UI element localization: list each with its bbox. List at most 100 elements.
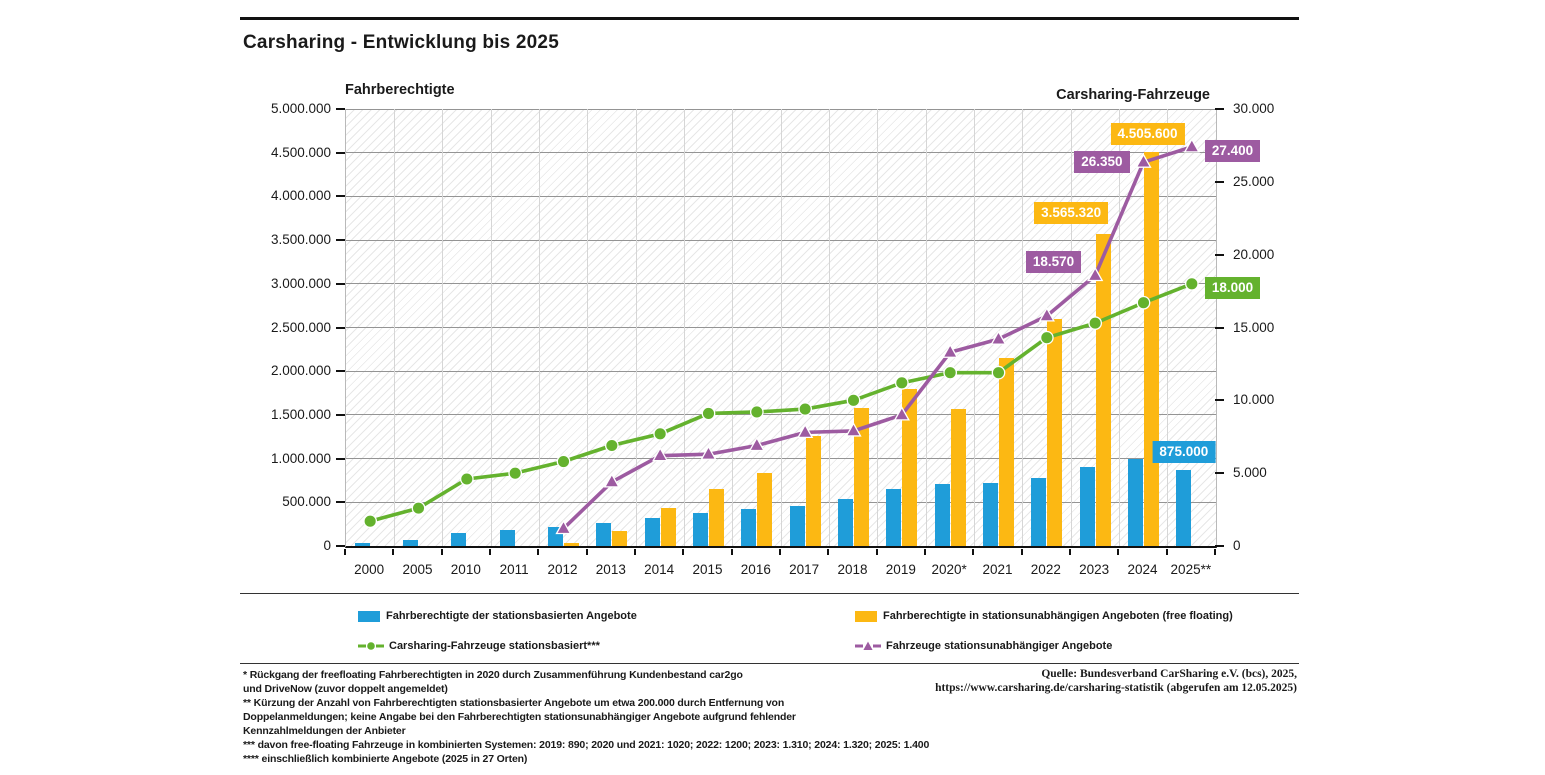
left-axis-tick <box>336 413 345 416</box>
x-axis-label: 2015 <box>692 562 723 577</box>
right-axis-tick-label: 20.000 <box>1233 246 1275 262</box>
footnote-line: Doppelanmeldungen; keine Angabe bei den … <box>243 711 796 723</box>
left-axis-tick-label: 2.000.000 <box>270 363 331 379</box>
source-line: Quelle: Bundesverband CarSharing e.V. (b… <box>1041 668 1297 680</box>
left-axis-tick <box>336 457 345 460</box>
marker-triangle-veh_ff <box>748 436 765 452</box>
bar-users_station <box>1176 469 1192 546</box>
x-axis-tick <box>1020 548 1023 555</box>
marker-triangle-veh_ff <box>1183 138 1200 153</box>
x-axis-tick <box>924 548 926 555</box>
bar-users_station <box>838 499 853 546</box>
bar-users_station <box>886 489 902 546</box>
bar-users_ff <box>1095 234 1111 546</box>
left-axis-tick-label: 4.500.000 <box>270 144 331 160</box>
bar-users_station <box>789 506 805 546</box>
line-veh_ff <box>562 145 1193 530</box>
x-axis-label: 2000 <box>354 562 385 577</box>
right-axis-tick <box>1215 253 1224 256</box>
bar-users_ff <box>660 508 676 546</box>
grid-line-vertical <box>393 109 395 546</box>
x-axis-tick <box>1117 548 1120 555</box>
right-axis-tick-label: 10.000 <box>1233 392 1275 408</box>
marker-triangle-veh_ff <box>845 422 862 437</box>
x-axis-tick <box>344 548 346 555</box>
bar-users_ff <box>805 435 821 546</box>
marker-triangle-veh_ff <box>990 330 1007 345</box>
legend-line-sample <box>855 641 881 650</box>
point-label: 26.350 <box>1074 151 1130 174</box>
grid-line-vertical <box>877 109 879 546</box>
grid-line-vertical <box>442 109 444 546</box>
marker-circle-veh_station <box>556 454 571 469</box>
bar-users_station <box>596 523 612 546</box>
left-axis-tick-label: 1.000.000 <box>270 450 331 466</box>
marker-circle-veh_station <box>411 501 426 515</box>
x-axis-label: 2024 <box>1127 562 1158 577</box>
bar-users_station <box>693 513 708 546</box>
left-axis-tick-label: 4.000.000 <box>270 188 331 204</box>
chart-title: Carsharing - Entwicklung bis 2025 <box>243 32 559 53</box>
x-axis-tick <box>537 548 540 555</box>
legend-swatch-purple-line-icon <box>855 639 881 653</box>
footnote-line: Kennzahlmeldungen der Anbieter <box>243 725 406 737</box>
left-axis-tick-label: 500.000 <box>282 494 331 510</box>
x-axis-tick <box>1165 548 1168 555</box>
bar-users_station <box>354 542 370 546</box>
bar-users_ff <box>564 542 579 546</box>
x-axis-tick <box>585 548 588 555</box>
footnotes: * Rückgang der freefloating Fahrberechti… <box>243 668 953 766</box>
marker-circle-veh_station <box>991 365 1006 380</box>
marker-circle-veh_station <box>604 438 619 453</box>
marker-circle-veh_station <box>1136 295 1151 310</box>
left-axis-tick <box>336 501 345 504</box>
bar-users_ff <box>1047 318 1063 546</box>
legend-swatch-yellow-bar <box>855 610 877 622</box>
x-axis-label: 2022 <box>1030 562 1061 577</box>
left-axis-tick <box>336 108 345 110</box>
source-line: https://www.carsharing.de/carsharing-sta… <box>935 682 1297 694</box>
marker-circle-veh_station <box>701 406 716 421</box>
x-axis-tick <box>875 548 878 555</box>
left-axis-tick-label: 2.500.000 <box>270 319 331 335</box>
line-veh_station <box>369 282 1193 523</box>
point-label: 3.565.320 <box>1034 202 1109 225</box>
bar-users_ff <box>902 388 918 546</box>
grid-line-vertical <box>1167 109 1169 546</box>
footnote-line: *** davon free-floating Fahrzeuge in kom… <box>243 739 930 751</box>
marker-circle-veh_station <box>846 393 861 408</box>
x-axis-tick <box>779 548 781 555</box>
left-axis-tick <box>336 195 345 198</box>
left-axis-tick-label: 5.000.000 <box>270 101 331 116</box>
legend-label: Carsharing-Fahrzeuge stationsbasiert*** <box>389 640 600 652</box>
grid-line-vertical <box>1070 109 1072 546</box>
bar-users_station <box>499 529 515 546</box>
right-axis-tick <box>1215 180 1224 183</box>
marker-circle-veh_station <box>798 402 813 416</box>
left-axis-tick <box>336 239 345 242</box>
left-axis-tick-label: 1.500.000 <box>270 406 331 422</box>
legend-item-vehicles-station: Carsharing-Fahrzeuge stationsbasiert*** <box>358 637 600 655</box>
x-axis-tick <box>827 548 830 555</box>
right-axis-title: Carsharing-Fahrzeuge <box>1056 87 1210 103</box>
marker-circle-veh_station <box>363 514 378 529</box>
marker-triangle-veh_ff <box>700 445 717 460</box>
grid-line-vertical <box>490 109 492 546</box>
bar-users_station <box>403 539 418 546</box>
separator-line <box>240 593 1299 594</box>
left-axis-tick <box>336 370 345 373</box>
grid-line-vertical <box>732 109 734 546</box>
marker-circle-veh_station <box>943 365 958 380</box>
x-axis-tick <box>1069 548 1071 555</box>
x-axis-label: 2023 <box>1079 562 1110 577</box>
top-rule <box>240 17 1299 20</box>
bar-users_ff <box>950 408 966 546</box>
x-axis-label: 2014 <box>644 562 675 577</box>
bar-users_ff <box>854 407 869 546</box>
marker-circle-veh_station <box>749 405 764 419</box>
grid-line-vertical <box>1118 109 1120 546</box>
bar-users_station <box>1128 458 1143 546</box>
right-axis-tick-label: 25.000 <box>1233 173 1275 189</box>
right-axis-tick <box>1215 472 1224 475</box>
